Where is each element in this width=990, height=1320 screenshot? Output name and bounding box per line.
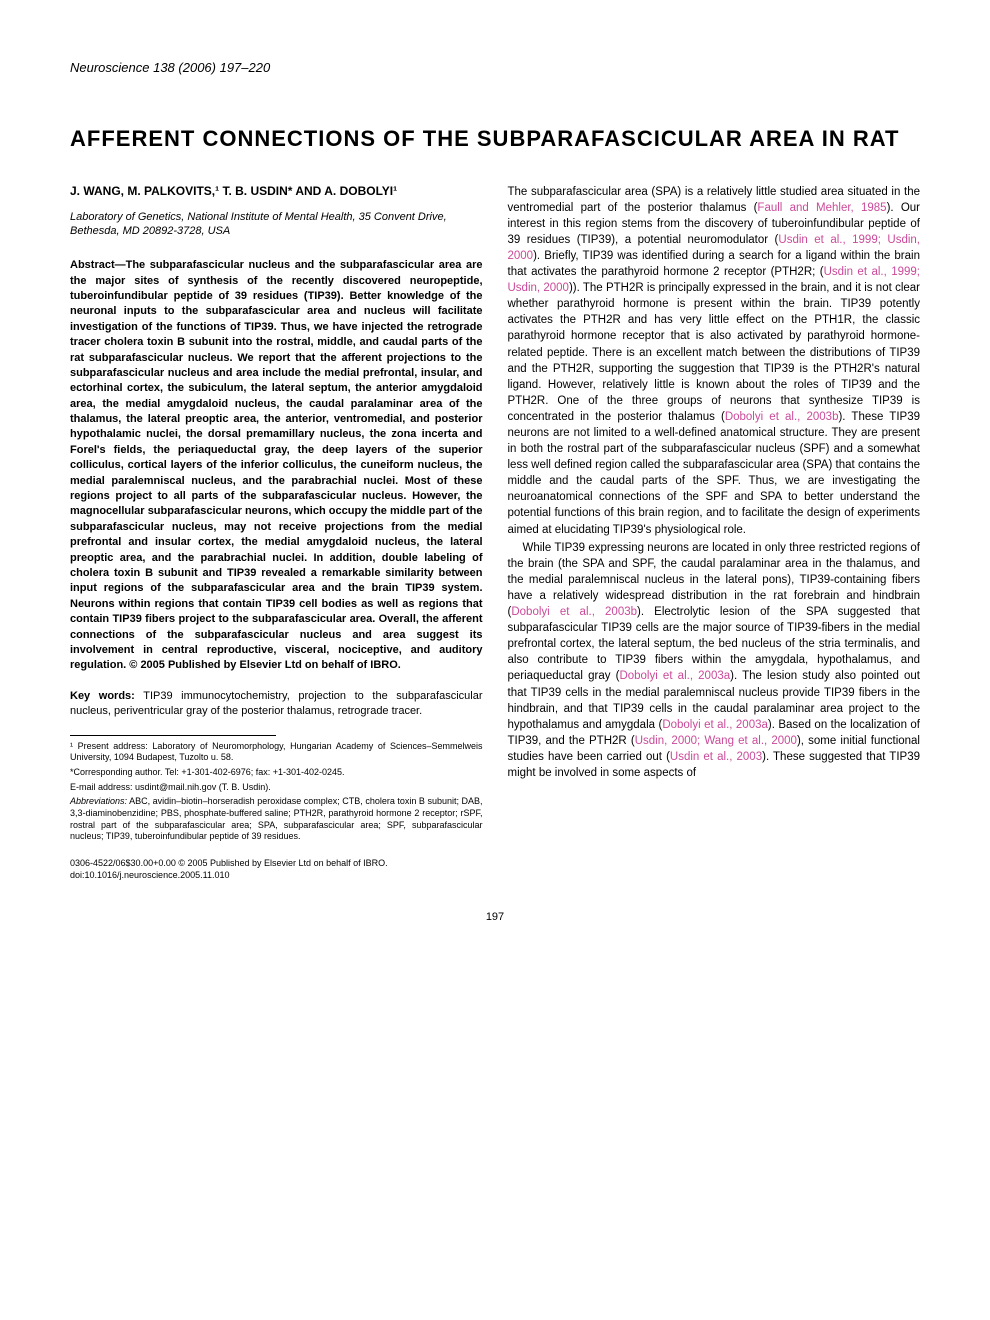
keywords-block: Key words: TIP39 immunocytochemistry, pr…: [70, 689, 483, 720]
right-column: The subparafascicular area (SPA) is a re…: [508, 184, 921, 882]
footnote-4: Abbreviations: ABC, avidin–biotin–horser…: [70, 796, 483, 843]
left-column: J. WANG, M. PALKOVITS,¹ T. B. USDIN* AND…: [70, 184, 483, 882]
ref-link[interactable]: Usdin et al., 2003: [670, 751, 762, 763]
page-number: 197: [70, 911, 920, 923]
ref-link[interactable]: Dobolyi et al., 2003a: [619, 670, 730, 682]
keywords-label: Key words:: [70, 690, 135, 702]
two-column-layout: J. WANG, M. PALKOVITS,¹ T. B. USDIN* AND…: [70, 184, 920, 882]
abstract-block: Abstract—The subparafascicular nucleus a…: [70, 258, 483, 674]
authors-line: J. WANG, M. PALKOVITS,¹ T. B. USDIN* AND…: [70, 184, 483, 198]
footnote-2: *Corresponding author. Tel: +1-301-402-6…: [70, 767, 483, 779]
footnote-divider: [70, 735, 276, 736]
abbreviations-text: ABC, avidin–biotin–horseradish peroxidas…: [70, 796, 483, 841]
doi-line-1: 0306-4522/06$30.00+0.00 © 2005 Published…: [70, 858, 483, 870]
footnote-3: E-mail address: usdint@mail.nih.gov (T. …: [70, 782, 483, 794]
ref-link[interactable]: Faull and Mehler, 1985: [757, 202, 886, 214]
article-title: AFFERENT CONNECTIONS OF THE SUBPARAFASCI…: [70, 125, 920, 154]
ref-link[interactable]: Dobolyi et al., 2003b: [511, 606, 637, 618]
doi-line-2: doi:10.1016/j.neuroscience.2005.11.010: [70, 870, 483, 882]
affiliation-line: Laboratory of Genetics, National Institu…: [70, 210, 483, 239]
ref-link[interactable]: Usdin, 2000; Wang et al., 2000: [635, 735, 797, 747]
doi-block: 0306-4522/06$30.00+0.00 © 2005 Published…: [70, 858, 483, 881]
body-paragraph-2: While TIP39 expressing neurons are locat…: [508, 540, 921, 781]
body-paragraph-1: The subparafascicular area (SPA) is a re…: [508, 184, 921, 538]
footnote-1: ¹ Present address: Laboratory of Neuromo…: [70, 741, 483, 764]
ref-link[interactable]: Dobolyi et al., 2003a: [662, 719, 768, 731]
ref-link[interactable]: Dobolyi et al., 2003b: [725, 411, 839, 423]
abbreviations-label: Abbreviations:: [70, 796, 127, 806]
journal-header: Neuroscience 138 (2006) 197–220: [70, 60, 920, 75]
